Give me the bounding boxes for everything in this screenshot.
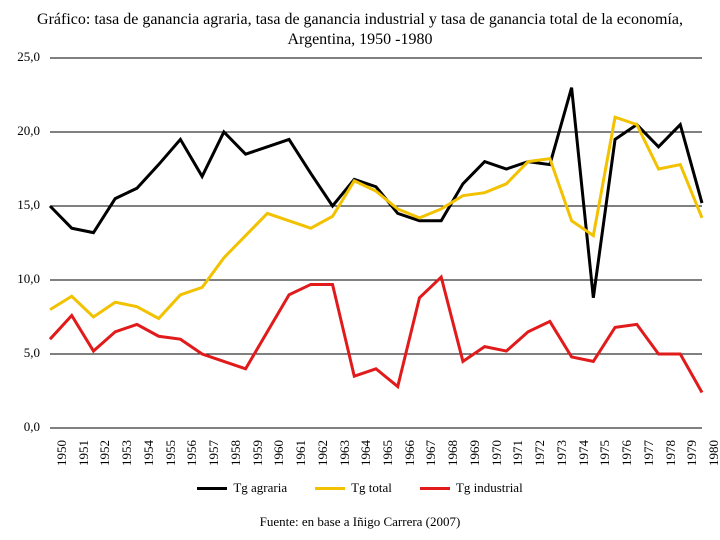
- x-tick-label: 1951: [76, 440, 92, 466]
- plot-svg: 0,05,010,015,020,025,0: [46, 58, 706, 428]
- x-tick-label: 1962: [315, 440, 331, 466]
- x-tick-label: 1972: [532, 440, 548, 466]
- legend-item: Tg total: [315, 480, 392, 496]
- x-tick-label: 1959: [250, 440, 266, 466]
- x-tick-label: 1977: [641, 440, 657, 466]
- chart-title: Gráfico: tasa de ganancia agraria, tasa …: [0, 0, 720, 52]
- x-tick-label: 1964: [358, 440, 374, 466]
- x-tick-label: 1961: [293, 440, 309, 466]
- legend: Tg agraria Tg total Tg industrial: [0, 478, 720, 496]
- y-tick-label: 5,0: [24, 345, 40, 360]
- y-tick-label: 10,0: [17, 271, 40, 286]
- legend-swatch: [420, 487, 450, 491]
- svg-text:5,0: 5,0: [24, 345, 40, 360]
- x-axis-labels: 1950 1951 1952 1953 1954 1955 1956 1957 1958 1959…: [46, 430, 706, 474]
- x-tick-label: 1956: [184, 440, 200, 466]
- x-tick-label: 1958: [228, 440, 244, 466]
- x-tick-label: 1954: [141, 440, 157, 466]
- legend-label: Tg agraria: [233, 480, 287, 496]
- plot-area: 0,05,010,015,020,025,0: [46, 58, 706, 428]
- x-tick-label: 1978: [663, 440, 679, 466]
- y-tick-label: 25,0: [17, 49, 40, 64]
- x-tick-label: 1971: [510, 440, 526, 466]
- svg-text:0,0: 0,0: [24, 419, 40, 434]
- legend-label: Tg industrial: [456, 480, 523, 496]
- x-tick-label: 1960: [271, 440, 287, 466]
- x-tick-label: 1968: [445, 440, 461, 466]
- legend-item: Tg agraria: [197, 480, 287, 496]
- x-tick-label: 1976: [619, 440, 635, 466]
- y-tick-label: 15,0: [17, 197, 40, 212]
- x-tick-label: 1970: [489, 440, 505, 466]
- svg-text:10,0: 10,0: [17, 271, 40, 286]
- svg-text:20,0: 20,0: [17, 123, 40, 138]
- source-text: Fuente: en base a Iñigo Carrera (2007): [0, 514, 720, 530]
- svg-text:15,0: 15,0: [17, 197, 40, 212]
- x-tick-label: 1966: [402, 440, 418, 466]
- x-tick-label: 1980: [706, 440, 720, 466]
- x-tick-label: 1974: [576, 440, 592, 466]
- legend-swatch: [197, 487, 227, 491]
- x-tick-label: 1950: [54, 440, 70, 466]
- x-tick-label: 1952: [97, 440, 113, 466]
- legend-item: Tg industrial: [420, 480, 523, 496]
- y-tick-label: 20,0: [17, 123, 40, 138]
- x-tick-label: 1969: [467, 440, 483, 466]
- x-tick-label: 1979: [684, 440, 700, 466]
- legend-swatch: [315, 487, 345, 491]
- x-tick-label: 1973: [554, 440, 570, 466]
- x-tick-label: 1967: [423, 440, 439, 466]
- x-tick-label: 1953: [119, 440, 135, 466]
- legend-label: Tg total: [351, 480, 392, 496]
- x-tick-label: 1975: [597, 440, 613, 466]
- chart-container: Gráfico: tasa de ganancia agraria, tasa …: [0, 0, 720, 540]
- x-tick-label: 1955: [163, 440, 179, 466]
- svg-text:25,0: 25,0: [17, 49, 40, 64]
- x-tick-label: 1957: [206, 440, 222, 466]
- series-tg-industrial: [50, 277, 702, 392]
- y-tick-label: 0,0: [24, 419, 40, 434]
- x-tick-label: 1963: [337, 440, 353, 466]
- x-tick-label: 1965: [380, 440, 396, 466]
